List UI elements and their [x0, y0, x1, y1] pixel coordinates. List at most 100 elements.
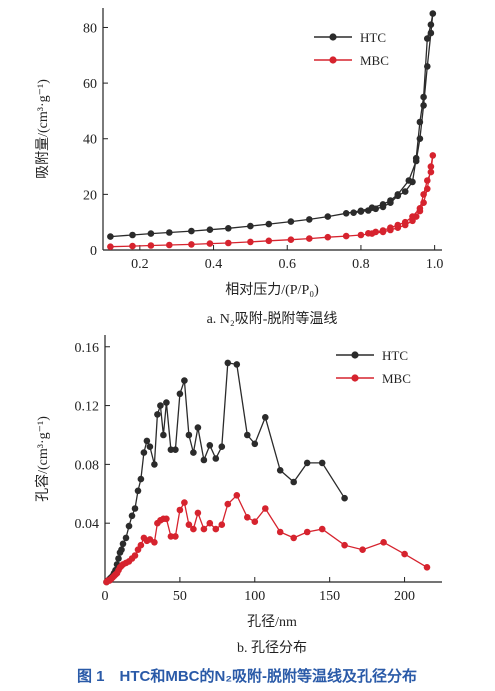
data-point-htc	[224, 359, 232, 367]
data-point-mbc	[218, 521, 226, 528]
data-point-mbc	[233, 492, 241, 499]
x-tick-label: 100	[244, 589, 265, 604]
data-point-htc	[372, 205, 380, 213]
x-tick-label: 0.2	[131, 257, 149, 272]
data-point-htc	[185, 431, 193, 439]
data-point-htc	[379, 203, 387, 211]
data-point-htc	[424, 35, 431, 42]
data-point-mbc	[365, 230, 372, 237]
data-point-htc	[303, 459, 311, 467]
x-tick-label: 50	[173, 589, 187, 604]
chart-b-plot-area	[104, 335, 442, 583]
data-point-htc	[118, 546, 125, 553]
data-point-htc	[341, 494, 348, 502]
y-tick-label: 0	[90, 244, 97, 259]
data-point-mbc	[290, 534, 298, 542]
data-point-htc	[200, 456, 208, 464]
chart-a: 0.2 0.4 0.6 0.8 1.0 0 20 40 60 80 HTC MBC 相对压力/(…	[35, 8, 443, 327]
legend-htc-label: HTC	[382, 348, 408, 363]
data-point-htc	[416, 135, 424, 142]
x-tick-label: 0.4	[205, 257, 223, 272]
data-point-mbc	[394, 221, 402, 229]
data-point-htc	[163, 399, 170, 406]
y-tick-label: 20	[83, 188, 97, 203]
data-point-mbc	[387, 224, 394, 231]
data-point-mbc	[306, 235, 313, 242]
data-point-mbc	[185, 521, 193, 528]
chart-b: 0 50 100 150 200 0.04 0.08 0.12 0.16 HTC MBC 孔径…	[34, 335, 442, 656]
data-point-htc	[206, 442, 214, 449]
data-point-htc	[427, 21, 435, 29]
data-point-mbc	[372, 228, 380, 236]
data-point-mbc	[251, 518, 259, 525]
data-point-htc	[225, 225, 232, 232]
data-point-htc	[151, 461, 158, 468]
chart-b-series-group	[103, 359, 431, 586]
data-point-mbc	[401, 218, 409, 226]
data-point-htc	[188, 227, 195, 235]
data-point-htc	[160, 431, 167, 439]
data-point-htc	[424, 63, 431, 70]
chart-b-x-label: 孔径/nm	[247, 614, 297, 630]
data-point-htc	[146, 443, 154, 451]
y-tick-label: 0.04	[75, 517, 100, 532]
data-point-htc	[172, 446, 179, 454]
data-point-mbc	[265, 237, 273, 245]
data-point-mbc	[424, 177, 431, 184]
chart-a-plot-area	[102, 8, 442, 251]
legend-mbc-label: MBC	[360, 53, 389, 68]
x-tick-label: 0	[102, 589, 109, 604]
data-point-htc	[194, 424, 202, 431]
chart-a-x-ticks: 0.2 0.4 0.6 0.8 1.0	[131, 245, 443, 272]
data-point-mbc	[129, 242, 136, 250]
data-point-htc	[122, 534, 130, 542]
chart-a-y-ticks: 0 20 40 60 80	[83, 21, 108, 259]
x-tick-label: 150	[319, 589, 340, 604]
data-point-htc	[115, 555, 122, 562]
data-point-htc	[387, 199, 394, 206]
x-tick-label: 0.6	[278, 257, 296, 272]
x-tick-label: 1.0	[426, 257, 444, 272]
data-point-mbc	[303, 528, 311, 536]
data-point-htc	[251, 440, 259, 448]
data-point-htc	[394, 192, 402, 200]
chart-a-x-label: 相对压力/(P/P₀)	[225, 282, 319, 298]
data-point-htc	[147, 230, 155, 237]
series-line-htc	[106, 362, 346, 583]
data-point-mbc	[206, 240, 214, 247]
data-point-htc	[412, 154, 420, 162]
data-point-htc	[206, 226, 214, 233]
legend-mbc-marker	[351, 374, 359, 382]
legend-mbc-label: MBC	[382, 371, 411, 386]
data-point-mbc	[194, 509, 202, 517]
y-tick-label: 0.16	[75, 341, 100, 356]
data-point-mbc	[423, 564, 431, 571]
data-point-mbc	[380, 539, 387, 546]
legend-htc-label: HTC	[360, 30, 386, 45]
data-point-htc	[125, 522, 133, 530]
data-point-mbc	[359, 546, 366, 553]
data-point-htc	[119, 540, 127, 548]
data-point-mbc	[287, 236, 295, 243]
data-point-mbc	[401, 550, 408, 558]
data-point-htc	[306, 216, 313, 223]
data-point-mbc	[137, 541, 145, 549]
data-point-mbc	[409, 213, 416, 220]
data-point-htc	[416, 118, 424, 126]
data-point-htc	[262, 414, 269, 421]
y-tick-label: 0.08	[75, 458, 100, 473]
chart-a-caption: a. N₂吸附-脱附等温线	[207, 310, 338, 327]
data-point-htc	[342, 210, 350, 217]
data-point-mbc	[427, 168, 435, 176]
chart-b-legend: HTC MBC	[336, 348, 411, 386]
data-point-mbc	[181, 499, 188, 506]
data-point-mbc	[341, 541, 348, 549]
chart-b-caption: b. 孔径分布	[237, 640, 307, 656]
x-tick-label: 0.8	[352, 257, 370, 272]
data-point-htc	[137, 475, 145, 483]
data-point-htc	[318, 459, 326, 467]
data-point-mbc	[318, 525, 326, 533]
data-point-htc	[176, 390, 184, 398]
data-point-htc	[212, 455, 220, 462]
data-point-mbc	[188, 241, 195, 248]
